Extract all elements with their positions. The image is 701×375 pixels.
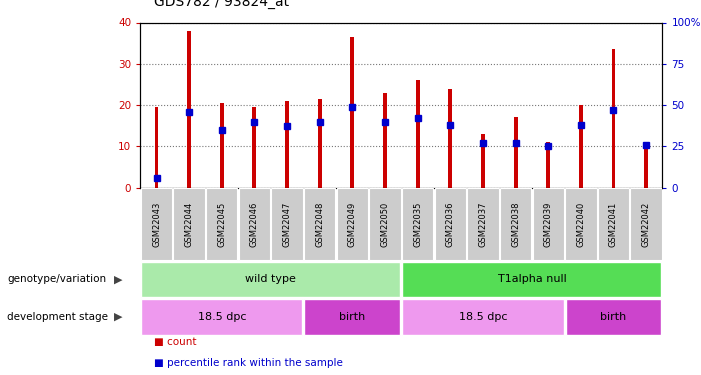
Text: GSM22039: GSM22039 <box>544 201 552 247</box>
Text: ▶: ▶ <box>114 274 123 284</box>
Bar <box>350 37 354 188</box>
Text: GSM22035: GSM22035 <box>413 201 422 247</box>
Bar <box>630 188 662 260</box>
Bar <box>252 107 257 188</box>
Bar <box>187 31 191 188</box>
Text: ■ count: ■ count <box>154 338 197 348</box>
Bar <box>611 50 615 188</box>
Text: birth: birth <box>339 312 365 322</box>
Bar <box>481 134 485 188</box>
Bar <box>369 188 401 260</box>
Bar <box>468 188 498 260</box>
Bar <box>416 80 420 188</box>
Bar <box>154 107 158 188</box>
Text: GSM22043: GSM22043 <box>152 201 161 247</box>
Text: development stage: development stage <box>7 312 108 322</box>
Bar <box>598 188 629 260</box>
Text: GSM22044: GSM22044 <box>184 201 193 247</box>
Bar <box>141 188 172 260</box>
Bar <box>239 188 270 260</box>
Text: 18.5 dpc: 18.5 dpc <box>198 312 246 322</box>
Text: GSM22046: GSM22046 <box>250 201 259 247</box>
Bar <box>336 188 368 260</box>
Text: ■ percentile rank within the sample: ■ percentile rank within the sample <box>154 358 343 368</box>
Bar <box>579 105 583 188</box>
Bar <box>546 142 550 188</box>
Text: GSM22040: GSM22040 <box>576 201 585 247</box>
Bar <box>220 103 224 188</box>
Bar <box>566 299 662 334</box>
Bar <box>383 93 387 188</box>
Bar <box>304 188 335 260</box>
Bar <box>402 188 433 260</box>
Bar <box>402 299 564 334</box>
Text: wild type: wild type <box>245 274 297 284</box>
Bar <box>304 299 400 334</box>
Bar <box>500 188 531 260</box>
Bar <box>449 88 452 188</box>
Bar <box>271 188 303 260</box>
Text: GSM22038: GSM22038 <box>511 201 520 247</box>
Text: GSM22049: GSM22049 <box>348 201 357 247</box>
Text: GDS782 / 93824_at: GDS782 / 93824_at <box>154 0 290 9</box>
Text: GSM22050: GSM22050 <box>381 201 390 247</box>
Text: genotype/variation: genotype/variation <box>7 274 106 284</box>
Bar <box>173 188 205 260</box>
Bar <box>285 101 289 188</box>
Bar <box>644 148 648 188</box>
Text: GSM22036: GSM22036 <box>446 201 455 247</box>
Text: 18.5 dpc: 18.5 dpc <box>458 312 507 322</box>
Bar <box>206 188 238 260</box>
Text: GSM22048: GSM22048 <box>315 201 325 247</box>
Text: T1alpha null: T1alpha null <box>498 274 566 284</box>
Bar <box>141 299 302 334</box>
Text: ▶: ▶ <box>114 312 123 322</box>
Bar <box>141 262 400 297</box>
Bar <box>435 188 466 260</box>
Text: GSM22041: GSM22041 <box>609 201 618 247</box>
Text: birth: birth <box>600 312 627 322</box>
Bar <box>318 99 322 188</box>
Bar <box>402 262 662 297</box>
Text: GSM22042: GSM22042 <box>641 201 651 247</box>
Bar <box>514 117 517 188</box>
Bar <box>565 188 597 260</box>
Text: GSM22045: GSM22045 <box>217 201 226 247</box>
Bar <box>533 188 564 260</box>
Text: GSM22037: GSM22037 <box>478 201 487 247</box>
Text: GSM22047: GSM22047 <box>283 201 292 247</box>
